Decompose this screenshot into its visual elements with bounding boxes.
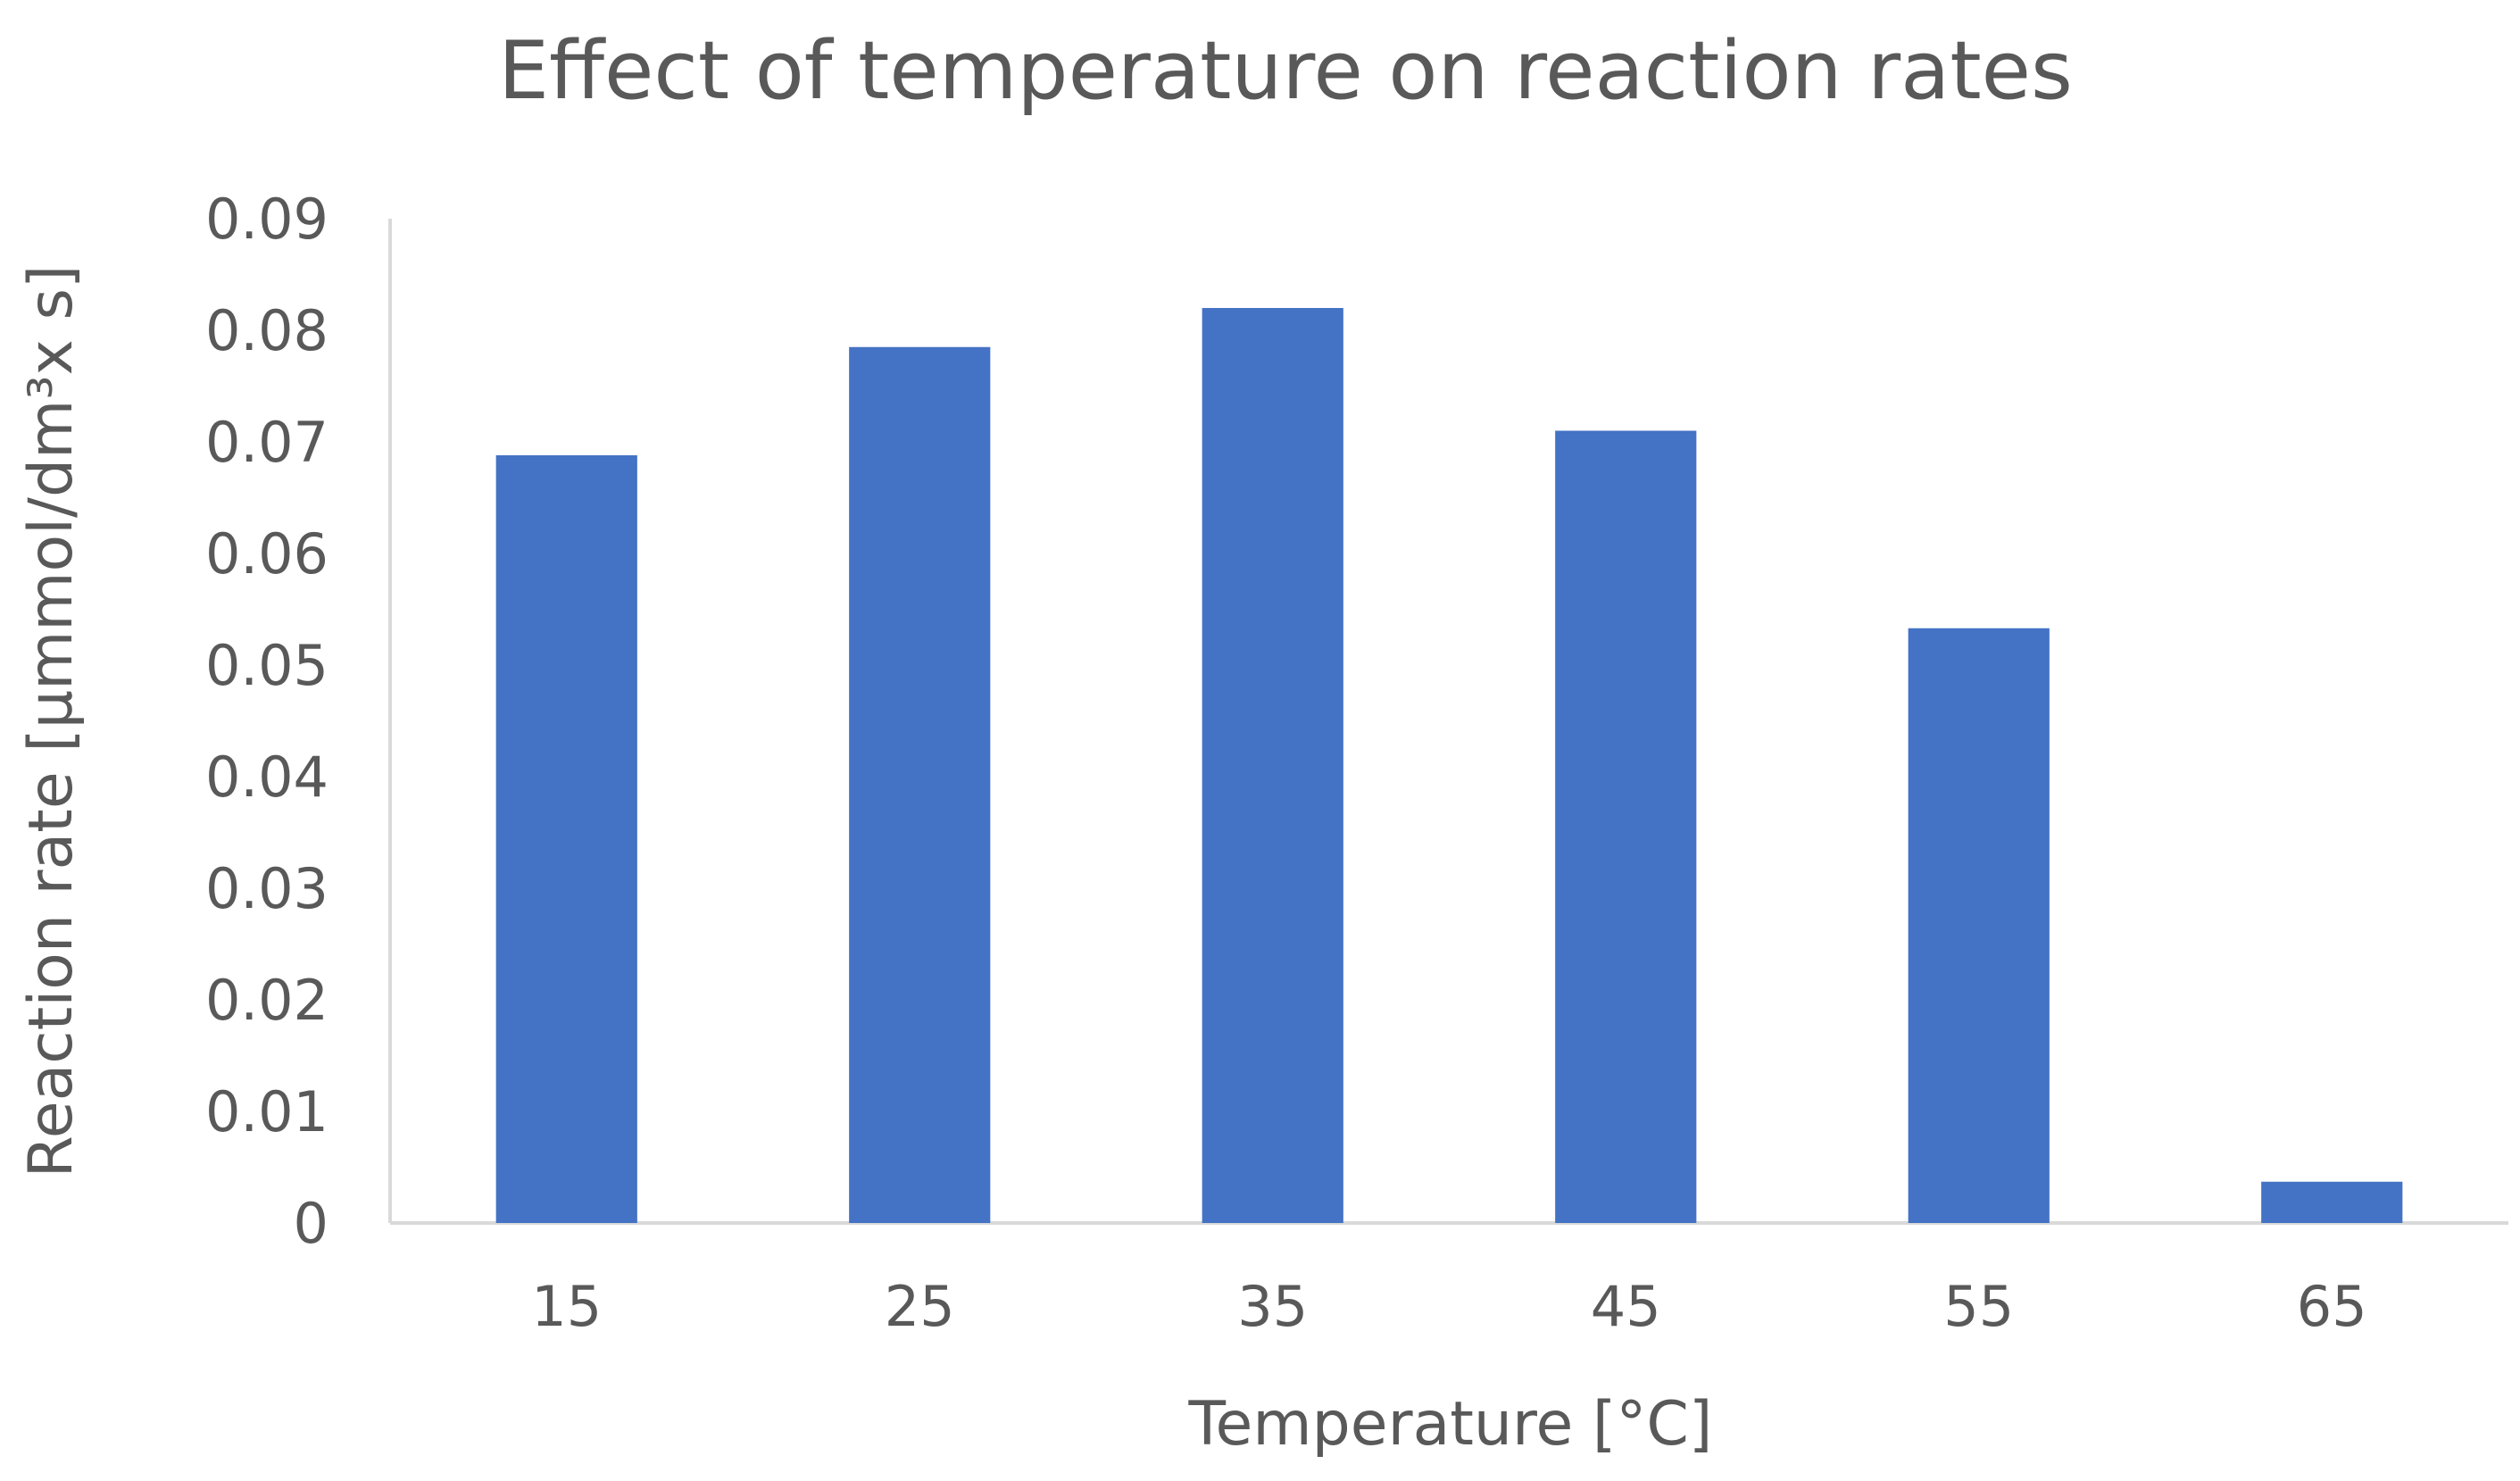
bar-25	[849, 346, 991, 1223]
x-tick-label: 45	[1591, 1274, 1661, 1339]
x-tick-label: 65	[2297, 1274, 2367, 1339]
bar-65	[2261, 1181, 2403, 1223]
bar-15	[495, 455, 637, 1223]
x-tick-label: 55	[1943, 1274, 2014, 1339]
bar-55	[1908, 628, 2050, 1223]
y-tick-label: 0.02	[205, 968, 329, 1033]
bar-35	[1202, 308, 1343, 1223]
y-tick-labels: 0 0.01 0.02 0.03 0.04 0.05 0.06 0.07 0.08 0.09	[205, 187, 329, 1256]
y-tick-label: 0.06	[205, 521, 329, 587]
x-tick-labels: 15 25 35 45 55 65	[531, 1274, 2366, 1339]
bar-series	[495, 308, 2403, 1223]
bar-45	[1555, 430, 1697, 1223]
y-tick-label: 0.01	[205, 1079, 329, 1144]
y-tick-label: 0.09	[205, 187, 329, 252]
y-tick-label: 0.03	[205, 856, 329, 921]
y-tick-label: 0.08	[205, 298, 329, 363]
x-tick-label: 25	[885, 1274, 955, 1339]
y-axis-title: Reaction rate [µmmol/dm³x s]	[16, 265, 87, 1178]
chart-title: Effect of temperature on reaction rates	[498, 24, 2073, 118]
y-tick-label: 0	[294, 1191, 329, 1256]
y-tick-label: 0.07	[205, 410, 329, 475]
x-tick-label: 15	[531, 1274, 602, 1339]
y-tick-label: 0.05	[205, 633, 329, 698]
x-tick-label: 35	[1237, 1274, 1308, 1339]
y-tick-label: 0.04	[205, 745, 329, 810]
x-axis-title: Temperature [°C]	[1188, 1389, 1713, 1460]
